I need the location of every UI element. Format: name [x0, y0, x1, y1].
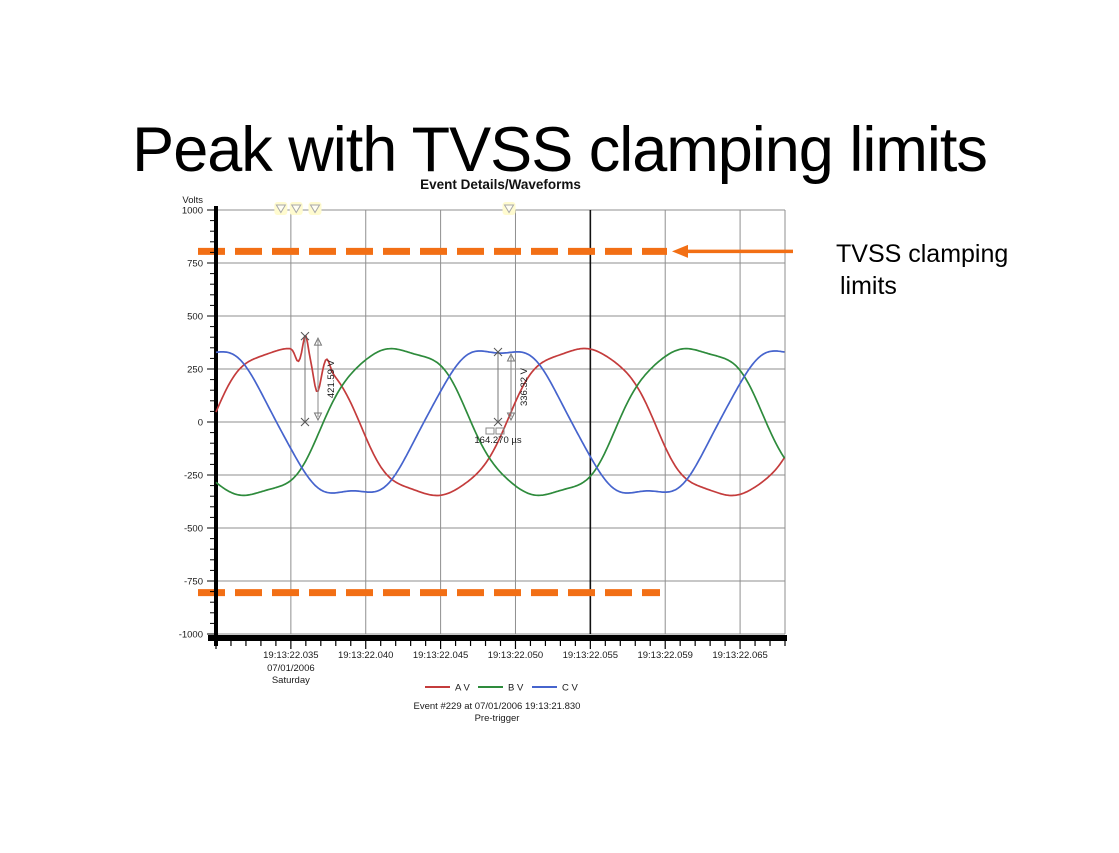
measurement-value-label: 421.59 V: [326, 359, 337, 398]
clamping-limits-callout: TVSS clamping limits: [836, 238, 1008, 302]
x-axis-line: [208, 635, 787, 641]
x-tick-label: 19:13:22.055: [563, 650, 618, 661]
measurement-x-mark: [300, 417, 310, 427]
callout-line-2: limits: [840, 272, 897, 300]
y-tick-label: 0: [198, 418, 203, 429]
event-marker-icon: [309, 204, 321, 214]
x-tick-label: 19:13:22.040: [338, 650, 393, 661]
waveform-av: [215, 335, 786, 497]
dimension-arrow-down: [313, 412, 323, 422]
x-tick-label: 19:13:22.035: [263, 650, 318, 661]
measurement-value-label: 336.32 V: [519, 367, 530, 406]
x-tick-label: 19:13:22.059: [637, 650, 692, 661]
event-marker-icon: [503, 204, 515, 214]
dimension-arrow-up: [506, 352, 516, 362]
x-tick-sublabel-day: Saturday: [272, 675, 310, 686]
x-tick-label: 19:13:22.065: [712, 650, 767, 661]
legend-label: C V: [562, 683, 579, 694]
y-tick-label: -250: [184, 471, 203, 482]
dimension-arrow-up: [313, 337, 323, 346]
legend-label: B V: [508, 683, 524, 694]
measurement-x-mark: [493, 347, 503, 357]
callout-line-1: TVSS clamping: [836, 240, 1009, 268]
x-tick-sublabel-date: 07/01/2006: [267, 663, 315, 674]
event-marker-icon: [275, 204, 287, 214]
y-tick-label: 500: [187, 312, 203, 323]
y-axis-line: [214, 206, 218, 646]
slide-title: Peak with TVSS clamping limits: [132, 115, 988, 186]
y-tick-label: -1000: [179, 630, 203, 641]
legend-label: A V: [455, 683, 470, 694]
waveform-bv: [215, 347, 786, 497]
y-tick-label: 250: [187, 365, 203, 376]
measurement-x-mark: [300, 331, 310, 341]
measurement-time-label: 164.270 µs: [474, 435, 521, 446]
y-tick-label: 750: [187, 259, 203, 270]
range-bracket: [495, 427, 505, 435]
x-tick-label: 19:13:22.050: [488, 650, 543, 661]
x-tick-label: 19:13:22.045: [413, 650, 468, 661]
clamp-arrow-head: [672, 244, 688, 258]
measurement-x-mark: [493, 417, 503, 427]
chart-title: Event Details/Waveforms: [420, 177, 581, 192]
event-marker-icon: [290, 204, 302, 214]
waveform-cv: [215, 350, 785, 494]
dimension-arrow-down: [506, 412, 516, 422]
y-tick-label: -500: [184, 524, 203, 535]
y-axis-title: Volts: [182, 195, 203, 206]
chart-caption-trigger: Pre-trigger: [475, 713, 520, 724]
y-tick-label: -750: [184, 577, 203, 588]
range-bracket: [485, 427, 495, 435]
chart-caption-event: Event #229 at 07/01/2006 19:13:21.830: [414, 701, 581, 712]
waveform-chart: 1000 750 500 250 0 -250 -500 -750 -1000 Volts 19:1…: [179, 195, 793, 724]
y-tick-label: 1000: [182, 206, 203, 217]
